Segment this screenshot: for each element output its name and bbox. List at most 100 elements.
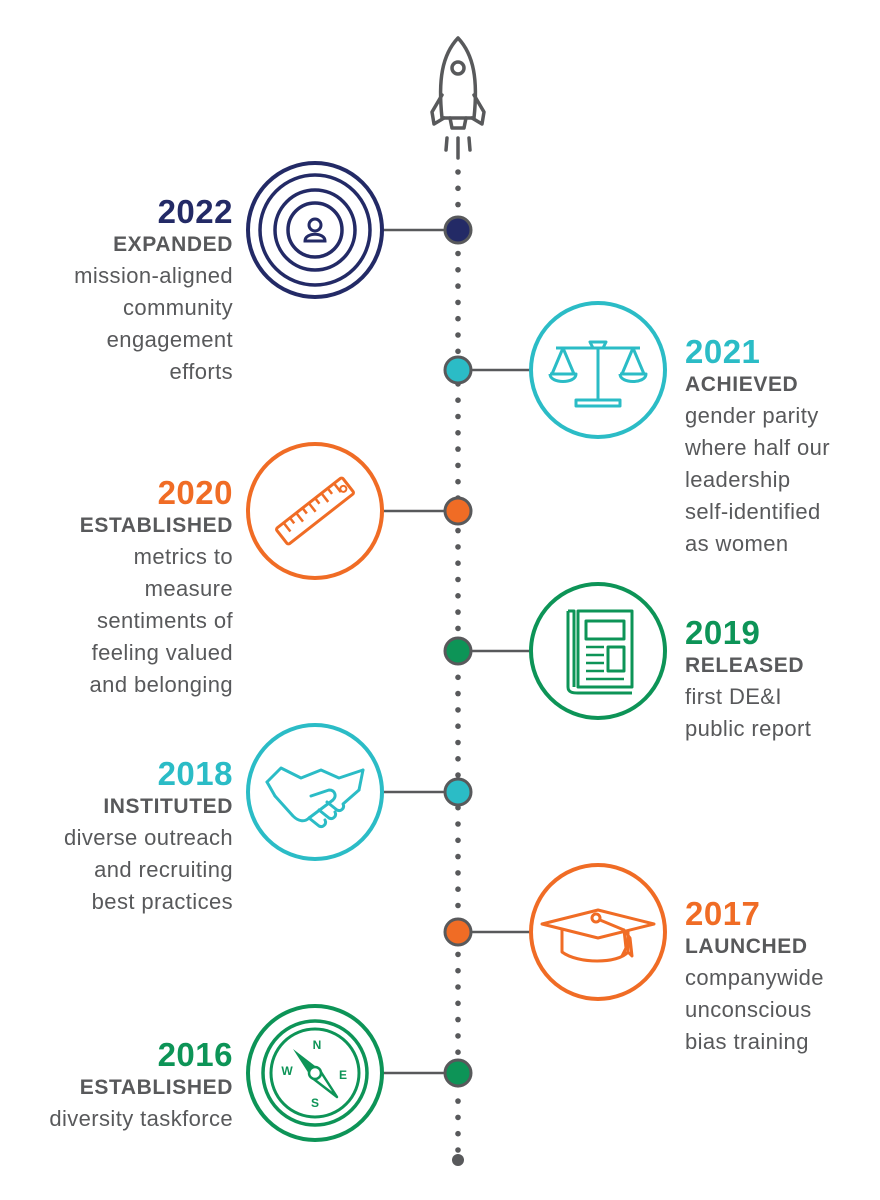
axis-dot [455,348,461,355]
timeline-node [443,636,473,666]
milestone-description: metrics to measure sentiments of feeling… [89,544,233,697]
axis-dot [455,397,461,404]
axis-dot [455,870,461,876]
milestone-year: 2022 [157,193,233,230]
axis-dot [455,527,461,534]
axis-dot [455,739,461,746]
axis-dot [455,560,461,566]
scales-icon [548,340,648,408]
axis-dot [455,332,461,338]
axis-dot [455,707,461,713]
axis-dot [455,267,461,273]
milestone-text-2018: 2018 INSTITUTED diverse outreach and rec… [0,756,233,918]
axis-dot [455,1000,461,1007]
timeline-axis [452,169,464,1166]
milestone-description: diverse outreach and recruiting best pra… [63,825,233,914]
timeline-node [443,1058,473,1088]
axis-dot [455,576,461,583]
milestone-text-2021: 2021 ACHIEVED gender parity where half o… [685,334,880,560]
graduation-cap-icon [540,908,656,963]
axis-dot [455,984,461,990]
axis-dot [455,201,461,208]
person-target-icon [258,173,372,287]
milestone-label: ESTABLISHED [79,1076,233,1099]
axis-dot [455,674,461,681]
timeline-node [443,496,473,526]
milestone-2017 [443,863,667,1001]
axis-dot [455,462,461,469]
milestone-description: diversity taskforce [49,1106,233,1131]
axis-dot [455,1016,461,1023]
milestone-description: companywide unconscious bias training [685,965,824,1054]
milestone-label: EXPANDED [113,233,233,256]
compass-letter-w: W [281,1064,293,1078]
icon-circle [529,582,667,720]
milestone-label: INSTITUTED [103,795,233,818]
milestone-year: 2018 [157,755,233,792]
milestone-year: 2020 [157,474,233,511]
axis-dot [455,886,461,892]
axis-dot [455,593,461,599]
compass-icon: N E S W [261,1019,369,1127]
axis-dot [455,1114,461,1121]
axis-dot [455,967,461,974]
axis-dot [455,478,461,485]
axis-dot [455,1049,461,1055]
axis-dot [455,169,461,175]
milestone-2022 [246,161,473,299]
axis-dot [455,853,461,860]
milestone-text-2017: 2017 LAUNCHED companywide unconscious bi… [685,896,880,1058]
axis-dot [455,185,461,192]
axis-dot [455,821,461,827]
timeline-node [443,777,473,807]
milestone-text-2022: 2022 EXPANDED mission-aligned community … [0,194,233,388]
compass-letter-e: E [339,1068,347,1082]
axis-end-dot [452,1154,464,1166]
milestone-text-2016: 2016 ESTABLISHED diversity taskforce [0,1037,233,1135]
axis-dot [455,690,461,697]
milestone-2016: N E S W [246,1004,473,1142]
axis-dot [455,446,461,452]
rocket-icon [430,36,486,160]
milestone-2019 [443,582,667,720]
milestone-year: 2019 [685,614,761,651]
axis-dot [455,315,461,322]
milestone-label: ESTABLISHED [79,514,233,537]
axis-dot [455,902,461,909]
axis-dot [455,1130,461,1137]
report-icon [566,609,634,695]
milestone-2021 [443,301,667,439]
milestone-text-2020: 2020 ESTABLISHED metrics to measure sent… [0,475,233,701]
axis-dot [455,413,461,420]
axis-dot [455,430,461,436]
axis-dot [455,772,461,778]
milestone-label: RELEASED [685,654,805,677]
milestone-2018 [246,723,473,861]
milestone-year: 2016 [157,1036,233,1073]
axis-dot [455,1098,461,1104]
timeline-node [443,215,473,245]
axis-dot [455,609,461,615]
axis-dot [455,951,461,958]
timeline-node [443,355,473,385]
axis-dot [455,250,461,257]
milestone-description: gender parity where half our leadership … [685,403,831,556]
axis-dot [455,723,461,729]
milestone-description: mission-aligned community engagement eff… [74,263,233,384]
compass-letter-n: N [313,1038,322,1052]
axis-dot [455,544,461,550]
axis-dot [455,625,461,632]
milestone-label: ACHIEVED [685,373,799,396]
icon-circle [246,723,384,861]
milestone-year: 2021 [685,333,761,370]
milestone-label: LAUNCHED [685,935,808,958]
axis-dot [455,756,461,762]
milestone-2020 [246,442,473,580]
ruler-icon [275,476,355,546]
milestone-text-2019: 2019 RELEASED first DE&I public report [685,615,880,745]
axis-dot [455,837,461,844]
axis-dot [455,1033,461,1039]
timeline-node [443,917,473,947]
axis-dot [455,283,461,289]
